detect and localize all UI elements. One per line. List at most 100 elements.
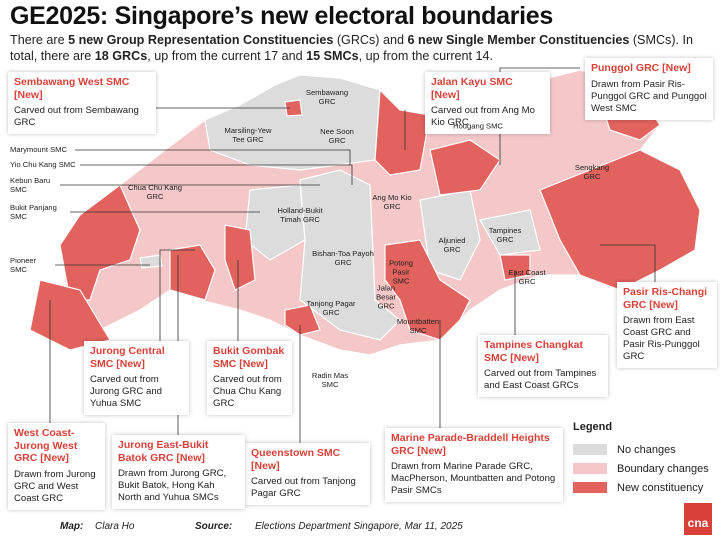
callout: Jalan Kayu SMC [New] Carved out from Ang … <box>425 72 550 134</box>
legend-label: New constituency <box>617 481 704 494</box>
map-label: Bishan-Toa Payoh GRC <box>312 249 374 267</box>
subtitle-segment: There are <box>10 33 69 47</box>
callout-note: Carved out from Ang Mo Kio GRC <box>431 105 535 128</box>
map-label: Marsiling-Yew Tee GRC <box>224 126 272 144</box>
legend-title: Legend <box>573 421 613 433</box>
callout-note: Carved out from Tanjong Pagar GRC <box>251 476 356 499</box>
callout: Jurong East-Bukit Batok GRC [New] Drawn f… <box>112 435 245 509</box>
subtitle-segment: 6 new Single Member Constituencies <box>407 33 630 47</box>
region-sembawang-west <box>284 99 303 117</box>
region-jalan-kayu <box>374 88 431 176</box>
map-label: Ang Mo Kio GRC <box>372 193 412 211</box>
logo: cna <box>684 503 712 535</box>
map-label: Holland-Bukit Timah GRC <box>277 206 323 224</box>
callout: Punggol GRC [New] Drawn from Pasir Ris-Pu… <box>585 58 713 120</box>
map-label: Sembawang GRC <box>305 88 349 106</box>
map-label: Chua Chu Kang GRC <box>127 183 183 201</box>
subtitle-segment: 5 new Group Representation Constituencie… <box>68 33 334 47</box>
callout-title: Jurong East-Bukit Batok GRC [New] <box>118 439 209 464</box>
legend-item: Boundary changes <box>573 459 709 478</box>
map-label: Aljunied GRC <box>438 236 466 254</box>
map-label: East Coast GRC <box>508 268 546 286</box>
legend-swatch <box>573 482 607 493</box>
map-label: Tanjong Pagar GRC <box>306 299 356 317</box>
callout-title: Punggol GRC [New] <box>591 62 691 74</box>
map-author: Clara Ho <box>95 521 135 532</box>
map-label: Radin Mas SMC <box>311 371 349 389</box>
legend-swatch <box>573 444 607 455</box>
subtitle-segment: (SMCs). In total, there are <box>10 33 694 63</box>
region-jurong-east <box>169 244 216 301</box>
leader-line <box>159 249 195 341</box>
subtitle-segment: 18 GRCs <box>94 49 148 63</box>
title: GE2025: Singapore’s new electoral bounda… <box>10 2 554 30</box>
region-tampines-changkat <box>499 254 531 281</box>
region-queenstown <box>284 304 321 336</box>
callout-note: Drawn from Jurong GRC and West Coast GRC <box>14 468 96 504</box>
map-label: Sengkang GRC <box>574 163 610 181</box>
map-label: Map: <box>60 521 84 532</box>
callout-title: Bukit Gombak SMC [New] <box>213 345 285 370</box>
map-label: Tampines GRC <box>488 226 522 244</box>
source-label: Source: <box>195 521 233 532</box>
callout-title: Jurong Central SMC [New] <box>90 345 165 370</box>
region-north <box>204 74 381 171</box>
callout-title: Sembawang West SMC [New] <box>14 76 130 101</box>
map-regions <box>29 69 701 356</box>
callout-note: Drawn from Pasir Ris-Punggol GRC and Pun… <box>591 78 707 114</box>
callout: Pasir Ris-Changi GRC [New] Drawn from Eas… <box>617 282 717 368</box>
leader-line <box>600 244 656 282</box>
legend-swatch <box>573 463 607 474</box>
legend-item: New constituency <box>573 478 709 497</box>
map-label: Mountbatten SMC <box>396 317 440 335</box>
subtitle-segment: , up from the current 14. <box>358 49 494 63</box>
callout-title: Marine Parade-Braddell Heights GRC [New] <box>391 432 550 457</box>
callout: Queenstown SMC [New] Carved out from Tanj… <box>245 443 370 505</box>
legend: Legend No changes Boundary changes New con… <box>573 421 709 497</box>
callout-note: Carved out from Jurong GRC and Yuhua SMC <box>90 374 162 409</box>
callout-title: Queenstown SMC [New] <box>251 447 341 472</box>
legend-label: No changes <box>617 443 676 456</box>
region-central <box>299 169 401 341</box>
legend-label: Boundary changes <box>617 462 709 475</box>
side-label: Yio Chu Kang SMC <box>10 160 76 169</box>
side-label: Kebun Baru SMC <box>10 176 51 194</box>
side-label: Marymount SMC <box>10 145 67 154</box>
side-label: Bukit Panjang SMC <box>10 203 57 221</box>
callout: Marine Parade-Braddell Heights GRC [New]… <box>385 428 563 502</box>
region-bukit-gombak <box>224 224 256 291</box>
callout-note: Drawn from Jurong GRC, Bukit Batok, Hong… <box>118 468 227 503</box>
legend-item: No changes <box>573 440 709 459</box>
callout-title: Tampines Changkat SMC [New] <box>484 339 583 364</box>
footer: Map: Clara Ho Source: Elections Departme… <box>0 517 720 540</box>
map-label: Nee Soon GRC <box>320 127 354 145</box>
region-pasir-ris-changi <box>539 149 701 291</box>
callout-note: Drawn from East Coast GRC and Pasir Ris-… <box>623 315 700 362</box>
subtitle-segment: (GRCs) and <box>333 33 408 47</box>
callout: Tampines Changkat SMC [New] Carved out fr… <box>478 335 608 397</box>
callout-note: Carved out from Tampines and East Coast … <box>484 368 597 391</box>
subtitle: There are 5 new Group Representation Con… <box>10 32 715 64</box>
subtitle-segment: , up from the current 17 and <box>147 49 307 63</box>
leader-line <box>80 164 353 185</box>
callout-title: West Coast-Jurong West GRC [New] <box>14 427 78 464</box>
region-marine-parade <box>384 239 471 341</box>
subtitle-segment: 15 SMCs <box>306 49 359 63</box>
callout-title: Jalan Kayu SMC [New] <box>431 76 513 101</box>
side-label: Pioneer SMC <box>10 256 37 274</box>
region-tampines <box>479 209 541 256</box>
callout: West Coast-Jurong West GRC [New] Drawn fr… <box>8 423 105 510</box>
callout: Bukit Gombak SMC [New] Carved out from Ch… <box>207 341 292 415</box>
region-punggol <box>429 139 501 196</box>
region-pioneer <box>139 254 163 269</box>
map-label: Hougang SMC <box>453 121 503 131</box>
source: Elections Department Singapore, Mar 11, … <box>255 521 463 532</box>
callout-note: Carved out from Sembawang GRC <box>14 105 139 128</box>
callout-note: Carved out from Chua Chu Kang GRC <box>213 374 282 409</box>
map-label: Potong Pasir SMC <box>388 258 414 286</box>
callout-title: Pasir Ris-Changi GRC [New] <box>623 286 708 311</box>
callout-note: Drawn from Marine Parade GRC, MacPherson… <box>391 461 556 496</box>
callout: Sembawang West SMC [New] Carved out from … <box>8 72 156 134</box>
